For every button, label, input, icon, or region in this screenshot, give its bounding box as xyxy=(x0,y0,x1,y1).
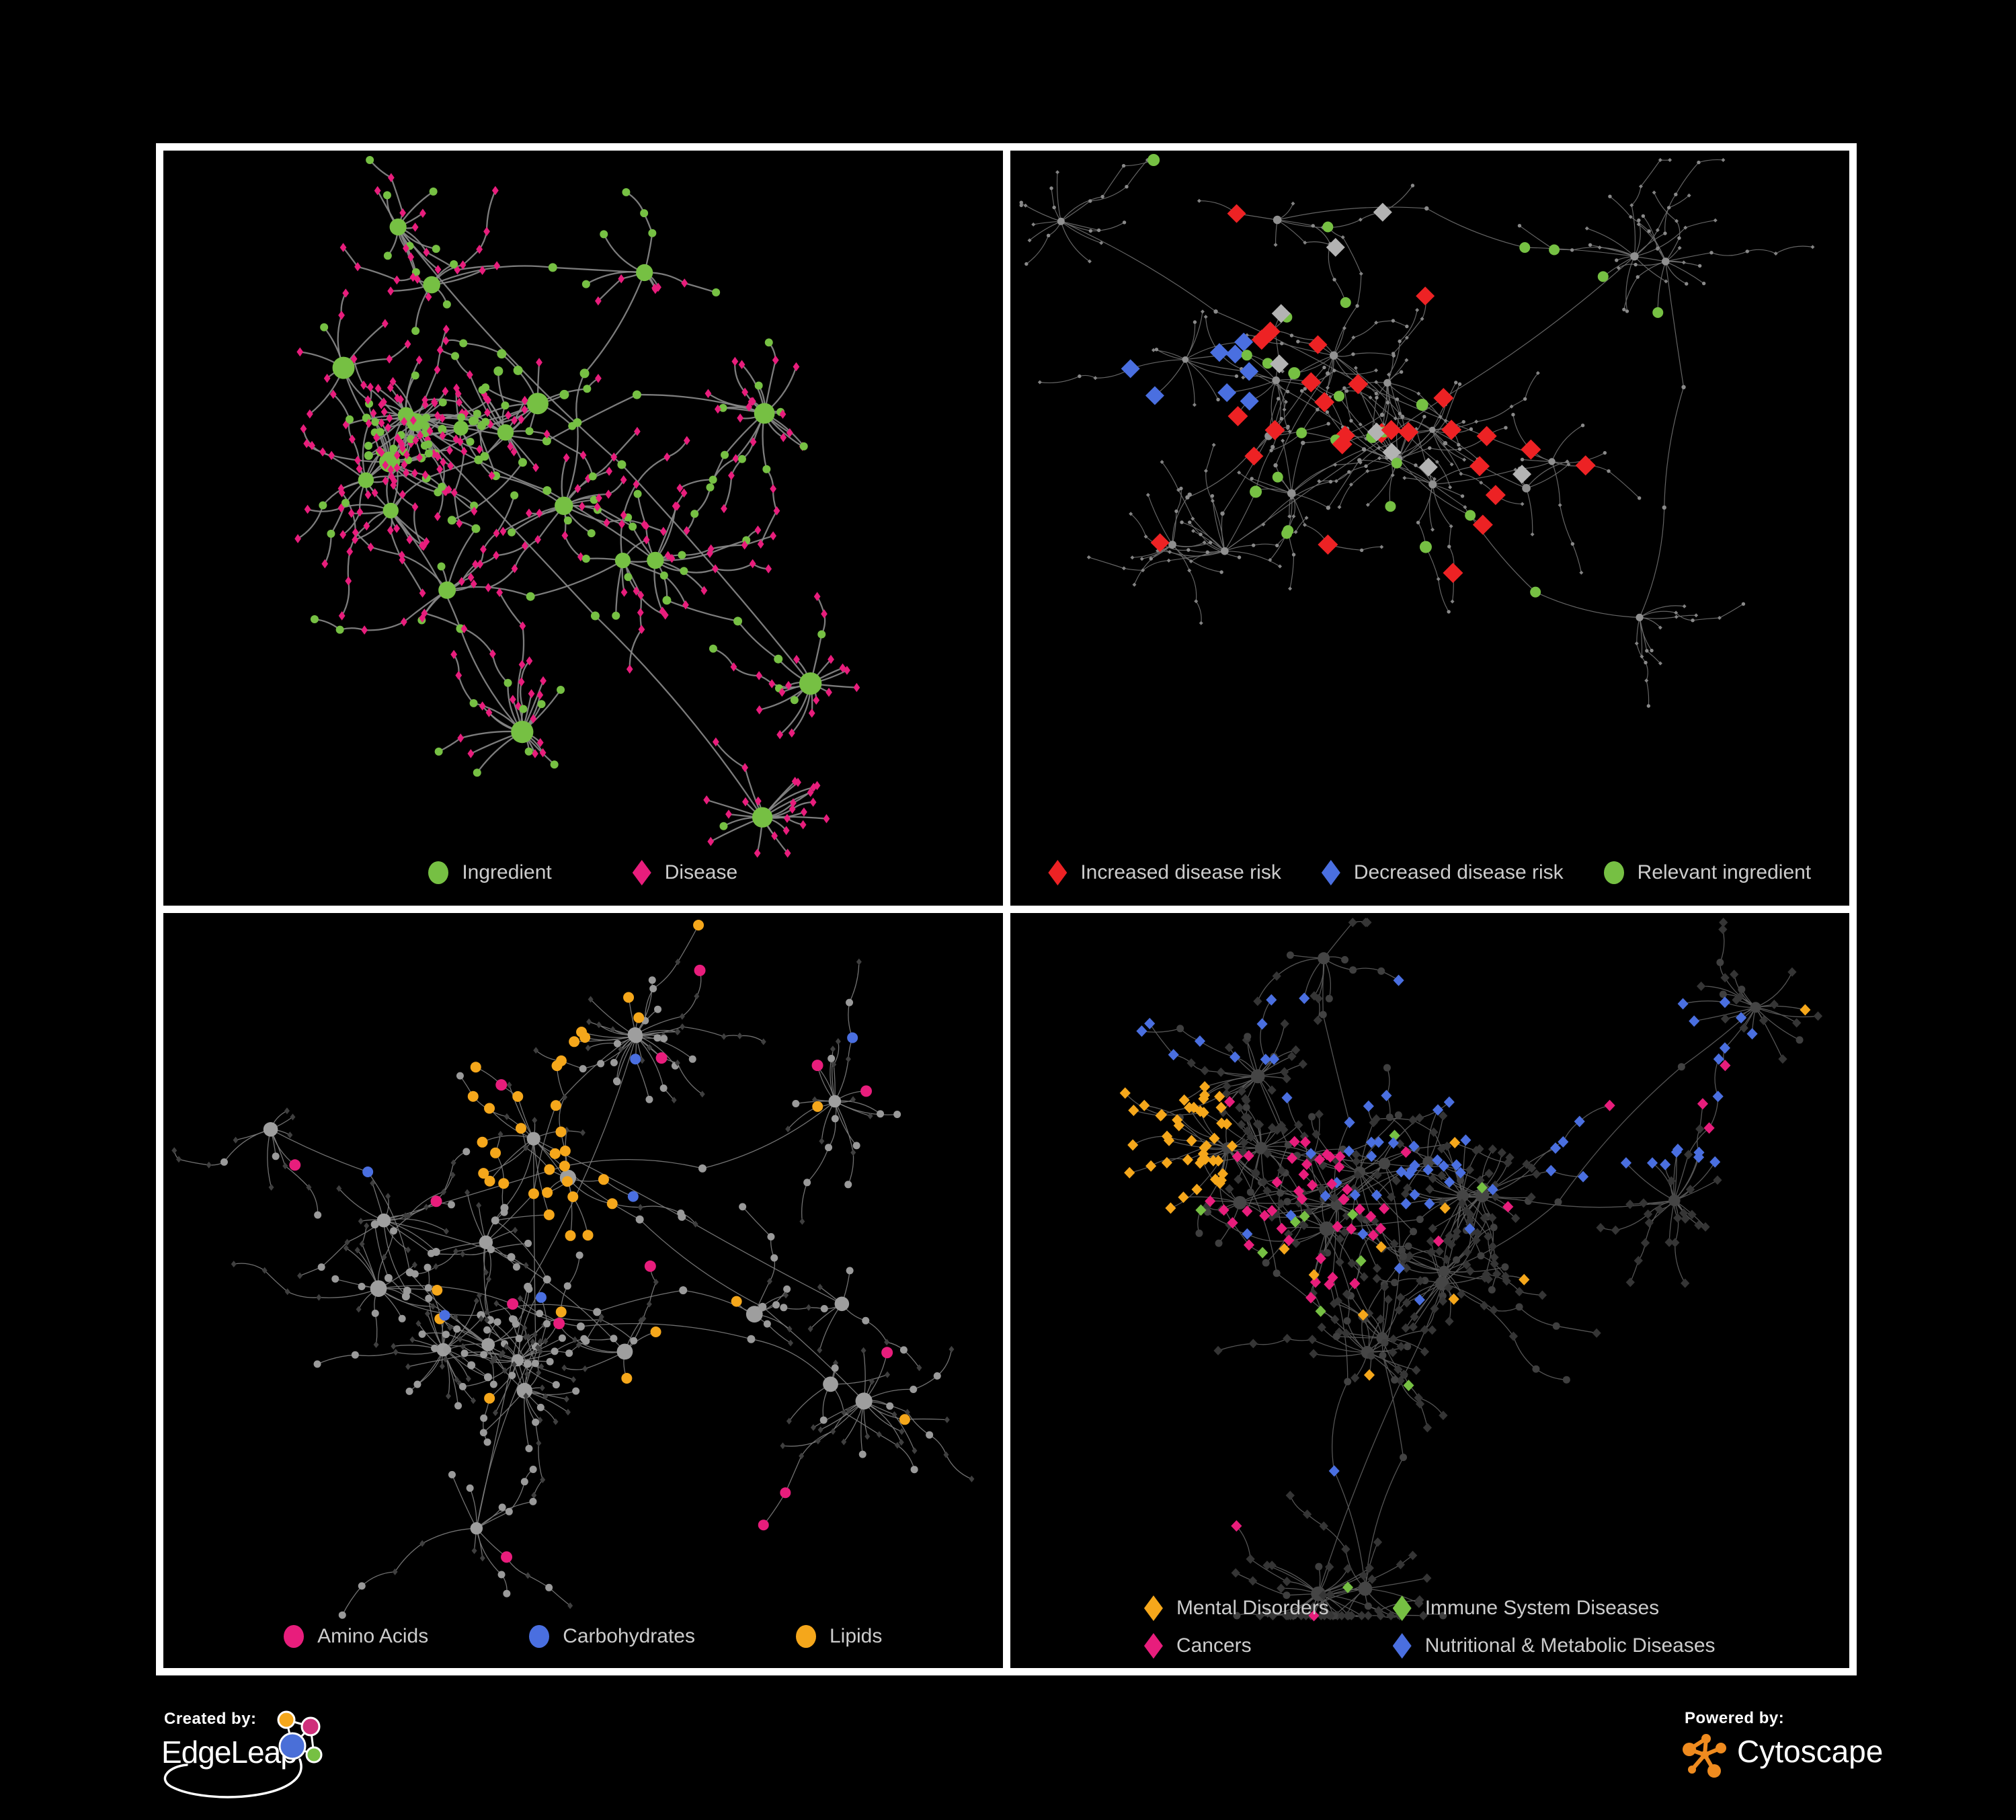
edgeleap-credit: Created by: EdgeLeap xyxy=(155,1704,477,1819)
panel-grid: Ingredient Disease Increased disease ris… xyxy=(156,143,1857,1675)
panel-ingredient-disease: Ingredient Disease xyxy=(163,151,1003,906)
powered-by-label: Powered by: xyxy=(1685,1709,1785,1727)
legend-item: Relevant ingredient xyxy=(1603,861,1812,884)
legend-item: Decreased disease risk xyxy=(1321,860,1564,885)
legend-label: Decreased disease risk xyxy=(1353,861,1564,883)
legend-disease-risk: Increased disease risk Decreased disease… xyxy=(1010,860,1850,885)
legend-label: Cancers xyxy=(1176,1634,1252,1657)
immune-system-diseases-diamond-icon xyxy=(1392,1595,1412,1621)
lipids-circle-icon xyxy=(795,1625,816,1648)
legend-label: Mental Disorders xyxy=(1176,1597,1329,1619)
edgeleap-logo-icon xyxy=(163,1710,323,1798)
legend-label: Increased disease risk xyxy=(1080,861,1281,883)
increased-risk-diamond-icon xyxy=(1048,860,1067,885)
legend-ingredient-disease: Ingredient Disease xyxy=(163,860,1003,885)
carbohydrates-circle-icon xyxy=(529,1625,550,1648)
cytoscape-credit: Powered by: Cytoscape xyxy=(1679,1709,1884,1803)
disease-diamond-icon xyxy=(632,860,651,885)
legend-label: Amino Acids xyxy=(317,1625,429,1647)
cytoscape-logo-text: Cytoscape xyxy=(1737,1734,1884,1769)
legend-disease-classes: Mental Disorders Cancers Immune System D… xyxy=(1010,1595,1850,1659)
legend-label: Nutritional & Metabolic Diseases xyxy=(1424,1634,1716,1657)
legend-label: Ingredient xyxy=(462,861,552,883)
legend-item: Lipids xyxy=(795,1625,883,1648)
amino-acids-circle-icon xyxy=(284,1625,305,1648)
legend-item: Ingredient xyxy=(428,861,552,884)
legend-item: Increased disease risk xyxy=(1048,860,1281,885)
network-ingredient-disease xyxy=(294,156,860,858)
panel-disease-classes: Mental Disorders Cancers Immune System D… xyxy=(1010,913,1850,1668)
panel-disease-risk: Increased disease risk Decreased disease… xyxy=(1010,151,1850,906)
edgeleap-logo-text: EdgeLeap xyxy=(161,1735,298,1770)
nutritional-metabolic-diseases-diamond-icon xyxy=(1392,1633,1412,1659)
network-disease-risk xyxy=(1019,154,1814,708)
legend-item: Carbohydrates xyxy=(529,1625,695,1648)
cytoscape-logo-icon xyxy=(1683,1734,1726,1778)
legend-item: Disease xyxy=(632,860,738,885)
legend-item: Mental Disorders xyxy=(1143,1595,1329,1621)
legend-item: Immune System Diseases xyxy=(1392,1595,1716,1621)
legend-label: Relevant ingredient xyxy=(1637,861,1812,883)
legend-label: Immune System Diseases xyxy=(1424,1597,1660,1619)
legend-label: Carbohydrates xyxy=(563,1625,695,1647)
created-by-label: Created by: xyxy=(164,1710,257,1728)
ingredient-circle-icon xyxy=(428,861,449,884)
mental-disorders-diamond-icon xyxy=(1143,1595,1163,1621)
relevant-ingredient-circle-icon xyxy=(1603,861,1624,884)
network-disease-classes xyxy=(1119,918,1822,1622)
legend-item: Nutritional & Metabolic Diseases xyxy=(1392,1633,1716,1659)
legend-label: Disease xyxy=(664,861,738,883)
legend-nutrient-classes: Amino Acids Carbohydrates Lipids xyxy=(163,1625,1003,1648)
legend-label: Lipids xyxy=(829,1625,883,1647)
decreased-risk-diamond-icon xyxy=(1321,860,1340,885)
cancers-diamond-icon xyxy=(1143,1633,1163,1659)
panel-nutrient-classes: Amino Acids Carbohydrates Lipids xyxy=(163,913,1003,1668)
legend-item: Amino Acids xyxy=(284,1625,428,1648)
network-nutrient-classes xyxy=(171,920,975,1619)
legend-item: Cancers xyxy=(1143,1633,1329,1659)
